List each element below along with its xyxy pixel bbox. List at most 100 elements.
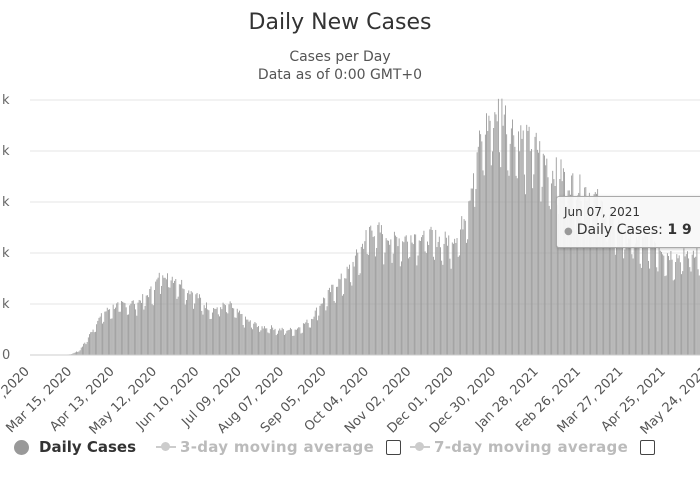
daily-cases-bar[interactable] bbox=[651, 229, 653, 355]
daily-cases-bar[interactable] bbox=[332, 284, 334, 355]
daily-cases-bar[interactable] bbox=[399, 266, 401, 355]
daily-cases-bar[interactable] bbox=[248, 321, 250, 355]
daily-cases-bar[interactable] bbox=[362, 243, 363, 355]
daily-cases-bar[interactable] bbox=[125, 307, 127, 355]
daily-cases-bar[interactable] bbox=[389, 244, 391, 355]
daily-cases-bar[interactable] bbox=[345, 278, 347, 355]
daily-cases-bar[interactable] bbox=[258, 326, 259, 355]
daily-cases-bar[interactable] bbox=[80, 347, 82, 355]
daily-cases-bar[interactable] bbox=[505, 105, 506, 355]
daily-cases-bar[interactable] bbox=[412, 244, 414, 355]
daily-cases-bar[interactable] bbox=[547, 177, 549, 355]
daily-cases-bar[interactable] bbox=[594, 192, 596, 355]
daily-cases-bar[interactable] bbox=[404, 236, 406, 355]
daily-cases-bar[interactable] bbox=[697, 269, 699, 355]
daily-cases-bar[interactable] bbox=[234, 317, 236, 355]
daily-cases-bar[interactable] bbox=[281, 327, 283, 355]
daily-cases-bar[interactable] bbox=[221, 309, 223, 355]
daily-cases-bar[interactable] bbox=[249, 320, 251, 355]
daily-cases-bar[interactable] bbox=[676, 254, 678, 355]
daily-cases-bar[interactable] bbox=[616, 247, 617, 355]
daily-cases-bar[interactable] bbox=[683, 248, 685, 355]
daily-cases-bar[interactable] bbox=[102, 323, 103, 355]
daily-cases-bar[interactable] bbox=[383, 264, 385, 355]
daily-cases-bar[interactable] bbox=[307, 323, 309, 355]
checkbox-7-day-average[interactable] bbox=[640, 440, 655, 455]
daily-cases-bar[interactable] bbox=[470, 188, 472, 355]
daily-cases-bar[interactable] bbox=[497, 98, 499, 355]
daily-cases-bar[interactable] bbox=[371, 230, 373, 355]
daily-cases-bar[interactable] bbox=[522, 130, 524, 355]
daily-cases-bar[interactable] bbox=[604, 218, 606, 355]
daily-cases-bar[interactable] bbox=[87, 337, 89, 355]
daily-cases-bar[interactable] bbox=[96, 324, 98, 355]
daily-cases-bar[interactable] bbox=[376, 247, 378, 355]
daily-cases-bar[interactable] bbox=[222, 302, 224, 355]
daily-cases-bar[interactable] bbox=[575, 199, 577, 355]
daily-cases-bar[interactable] bbox=[144, 305, 146, 355]
daily-cases-bar[interactable] bbox=[489, 120, 491, 355]
daily-cases-bar[interactable] bbox=[233, 308, 235, 355]
daily-cases-bar[interactable] bbox=[624, 249, 626, 355]
daily-cases-bar[interactable] bbox=[197, 298, 199, 355]
daily-cases-bar[interactable] bbox=[268, 333, 270, 355]
daily-cases-bar[interactable] bbox=[163, 277, 165, 355]
daily-cases-bar[interactable] bbox=[461, 216, 463, 355]
daily-cases-bar[interactable] bbox=[285, 333, 287, 355]
daily-cases-bar[interactable] bbox=[284, 334, 285, 355]
daily-cases-bar[interactable] bbox=[310, 327, 311, 355]
daily-cases-bar[interactable] bbox=[546, 158, 548, 355]
daily-cases-bar[interactable] bbox=[637, 240, 639, 355]
daily-cases-bar[interactable] bbox=[206, 302, 207, 355]
daily-cases-bar[interactable] bbox=[437, 241, 439, 355]
daily-cases-bar[interactable] bbox=[323, 297, 324, 355]
daily-cases-bar[interactable] bbox=[533, 174, 535, 355]
daily-cases-bar[interactable] bbox=[406, 241, 408, 355]
daily-cases-bar[interactable] bbox=[532, 188, 534, 355]
daily-cases-bar[interactable] bbox=[174, 280, 176, 355]
daily-cases-bar[interactable] bbox=[117, 302, 119, 355]
daily-cases-bar[interactable] bbox=[481, 141, 483, 355]
daily-cases-bar[interactable] bbox=[553, 179, 555, 355]
daily-cases-bar[interactable] bbox=[330, 292, 332, 355]
daily-cases-bar[interactable] bbox=[601, 201, 603, 355]
daily-cases-bar[interactable] bbox=[152, 305, 154, 355]
daily-cases-bar[interactable] bbox=[475, 189, 477, 355]
daily-cases-bar[interactable] bbox=[449, 258, 451, 355]
daily-cases-bar[interactable] bbox=[649, 268, 651, 355]
daily-cases-bar[interactable] bbox=[431, 230, 433, 355]
daily-cases-bar[interactable] bbox=[416, 265, 418, 355]
daily-cases-bar[interactable] bbox=[130, 303, 132, 355]
daily-cases-bar[interactable] bbox=[275, 335, 277, 355]
daily-cases-bar[interactable] bbox=[299, 327, 301, 355]
daily-cases-bar[interactable] bbox=[358, 275, 360, 355]
daily-cases-bar[interactable] bbox=[372, 236, 374, 355]
daily-cases-bar[interactable] bbox=[510, 128, 512, 355]
daily-cases-bar[interactable] bbox=[223, 304, 225, 355]
daily-cases-bar[interactable] bbox=[341, 295, 343, 355]
daily-cases-bar[interactable] bbox=[294, 329, 296, 355]
daily-cases-bar[interactable] bbox=[587, 197, 589, 355]
daily-cases-bar[interactable] bbox=[204, 308, 206, 355]
daily-cases-bar[interactable] bbox=[289, 327, 291, 355]
daily-cases-bar[interactable] bbox=[395, 235, 397, 355]
daily-cases-bar[interactable] bbox=[365, 230, 367, 355]
daily-cases-bar[interactable] bbox=[619, 230, 621, 355]
daily-cases-bar[interactable] bbox=[219, 316, 220, 355]
daily-cases-bar[interactable] bbox=[207, 309, 209, 355]
daily-cases-bar[interactable] bbox=[208, 310, 210, 355]
daily-cases-bar[interactable] bbox=[566, 205, 568, 355]
daily-cases-bar[interactable] bbox=[670, 251, 672, 355]
daily-cases-bar[interactable] bbox=[455, 242, 457, 355]
daily-cases-bar[interactable] bbox=[79, 350, 81, 355]
daily-cases-bar[interactable] bbox=[580, 201, 582, 355]
daily-cases-bar[interactable] bbox=[360, 246, 362, 355]
daily-cases-bar[interactable] bbox=[202, 314, 204, 355]
daily-cases-bar[interactable] bbox=[544, 155, 545, 355]
daily-cases-bar[interactable] bbox=[304, 323, 306, 355]
daily-cases-bar[interactable] bbox=[401, 261, 402, 355]
daily-cases-bar[interactable] bbox=[189, 294, 191, 355]
daily-cases-bar[interactable] bbox=[557, 205, 558, 355]
daily-cases-bar[interactable] bbox=[336, 286, 337, 355]
daily-cases-bar[interactable] bbox=[579, 174, 581, 355]
